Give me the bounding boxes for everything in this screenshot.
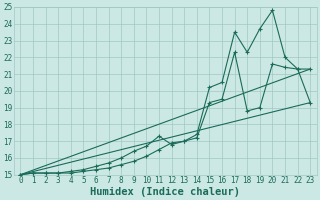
X-axis label: Humidex (Indice chaleur): Humidex (Indice chaleur) xyxy=(90,186,240,197)
